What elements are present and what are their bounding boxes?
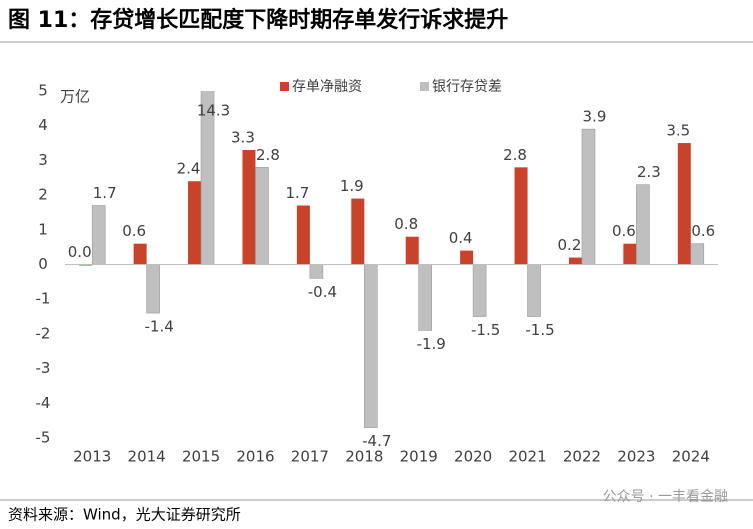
legend-label: 存单净融资 bbox=[292, 79, 362, 95]
y-tick-label: 5 bbox=[38, 82, 48, 100]
y-tick-label: -3 bbox=[36, 359, 51, 377]
x-tick-label: 2015 bbox=[182, 448, 220, 466]
legend-label: 银行存贷差 bbox=[432, 79, 502, 95]
bar bbox=[133, 243, 147, 265]
legend-swatch bbox=[280, 82, 289, 91]
bar bbox=[472, 264, 487, 317]
chart-title: 图 11：存贷增长匹配度下降时期存单发行诉求提升 bbox=[8, 7, 508, 33]
watermark: 公众号 · 一丰看金融 bbox=[603, 489, 728, 505]
bar bbox=[636, 184, 650, 265]
y-tick-label: 2 bbox=[38, 186, 48, 204]
x-tick-label: 2022 bbox=[563, 448, 601, 466]
value-label: 2.3 bbox=[637, 163, 661, 181]
value-label: -1.5 bbox=[471, 321, 500, 339]
bar bbox=[255, 167, 269, 265]
x-tick-label: 2023 bbox=[617, 448, 655, 466]
value-label: -1.9 bbox=[417, 335, 446, 353]
bar bbox=[363, 264, 378, 428]
value-label: 1.9 bbox=[340, 177, 364, 195]
value-label: 2.8 bbox=[256, 146, 280, 164]
x-tick-label: 2020 bbox=[454, 448, 492, 466]
value-label: 3.9 bbox=[583, 108, 607, 126]
bar bbox=[309, 264, 324, 279]
value-label: 1.7 bbox=[285, 184, 309, 202]
bars bbox=[79, 91, 705, 428]
x-tick-label: 2017 bbox=[291, 448, 329, 466]
value-label: 14.3 bbox=[197, 102, 230, 120]
value-label: 1.7 bbox=[93, 184, 117, 202]
x-tick-label: 2019 bbox=[400, 448, 438, 466]
y-tick-label: 1 bbox=[38, 220, 48, 238]
value-label: -1.4 bbox=[144, 318, 173, 336]
bar bbox=[568, 257, 582, 265]
bar bbox=[351, 198, 365, 265]
y-tick-label: -5 bbox=[36, 429, 51, 447]
value-label: -1.5 bbox=[525, 321, 554, 339]
x-tick-label: 2021 bbox=[508, 448, 546, 466]
value-label: 0.6 bbox=[691, 222, 715, 240]
bar bbox=[146, 264, 160, 314]
bar bbox=[418, 264, 433, 331]
x-tick-label: 2018 bbox=[345, 448, 383, 466]
y-tick-label: 0 bbox=[38, 255, 48, 273]
value-label: 0.6 bbox=[122, 222, 146, 240]
source: 资料来源：Wind，光大证券研究所 bbox=[8, 506, 241, 524]
value-label: 0.2 bbox=[558, 236, 582, 254]
x-tick-label: 2014 bbox=[128, 448, 166, 466]
y-tick-label: 3 bbox=[38, 151, 48, 169]
bar bbox=[242, 149, 256, 265]
bar bbox=[460, 250, 474, 265]
value-label: 2.8 bbox=[503, 146, 527, 164]
value-label: 0.8 bbox=[394, 215, 418, 233]
value-label: -4.7 bbox=[362, 432, 391, 450]
x-tick-label: 2024 bbox=[672, 448, 710, 466]
value-label: 0.0 bbox=[68, 243, 92, 261]
y-tick-label: -2 bbox=[36, 324, 51, 342]
x-tick-label: 2013 bbox=[73, 448, 111, 466]
bar bbox=[91, 205, 106, 265]
x-tick-label: 2016 bbox=[236, 448, 274, 466]
value-label: 3.3 bbox=[231, 128, 255, 146]
value-label: 0.4 bbox=[449, 229, 473, 247]
bar bbox=[623, 243, 637, 265]
y-unit: 万亿 bbox=[60, 88, 90, 106]
value-label: -0.4 bbox=[308, 283, 337, 301]
bar bbox=[527, 264, 541, 317]
bar bbox=[514, 167, 528, 265]
bar bbox=[581, 128, 596, 265]
bar bbox=[188, 181, 202, 265]
bar bbox=[296, 205, 310, 265]
bar bbox=[677, 143, 691, 265]
legend-swatch bbox=[420, 82, 429, 91]
bar bbox=[200, 91, 215, 265]
value-label: 2.4 bbox=[177, 160, 201, 178]
value-label: 0.6 bbox=[612, 222, 636, 240]
bar bbox=[405, 236, 419, 265]
value-label: 3.5 bbox=[666, 122, 690, 140]
y-tick-label: -4 bbox=[36, 394, 51, 412]
y-tick-label: 4 bbox=[38, 116, 48, 134]
bar bbox=[690, 243, 705, 265]
y-tick-label: -1 bbox=[36, 290, 51, 308]
